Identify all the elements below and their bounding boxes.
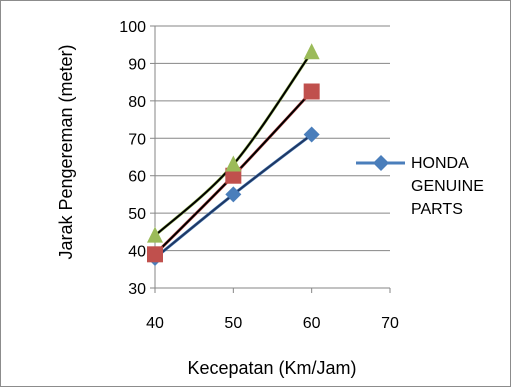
data-point-diamond — [303, 126, 320, 143]
data-point-square — [225, 167, 242, 184]
y-tick-label: 70 — [128, 131, 146, 148]
data-markers — [147, 43, 320, 267]
y-tick-label: 40 — [128, 244, 146, 261]
data-point-triangle — [147, 226, 163, 243]
y-tick-label: 50 — [128, 206, 146, 223]
data-point-diamond — [225, 186, 242, 203]
data-point-triangle — [225, 155, 242, 172]
x-tick-label: 70 — [381, 315, 399, 332]
legend-marker — [373, 155, 389, 171]
data-point-triangle — [303, 43, 320, 60]
x-axis-title: Kecepatan (Km/Jam) — [187, 358, 356, 378]
data-point-square — [147, 246, 163, 263]
y-tick-label: 90 — [128, 56, 146, 73]
y-tick-labels: 30 40 50 60 70 80 90 100 — [119, 19, 146, 298]
y-tick-label: 30 — [128, 281, 146, 298]
legend-label: HONDA GENUINE PARTS — [411, 155, 484, 218]
y-tick-label: 100 — [119, 19, 146, 36]
x-tick-label: 40 — [146, 315, 164, 332]
y-tick-label: 80 — [128, 94, 146, 111]
x-tick-labels: 40 50 60 70 — [146, 315, 399, 332]
x-tick-label: 50 — [224, 315, 242, 332]
gridlines — [155, 25, 390, 252]
y-tick-label: 60 — [128, 169, 146, 186]
y-axis-title: Jarak Pengereman (meter) — [56, 44, 76, 259]
x-tick-label: 60 — [303, 315, 321, 332]
legend-symbol — [356, 155, 405, 171]
data-point-square — [303, 83, 320, 100]
